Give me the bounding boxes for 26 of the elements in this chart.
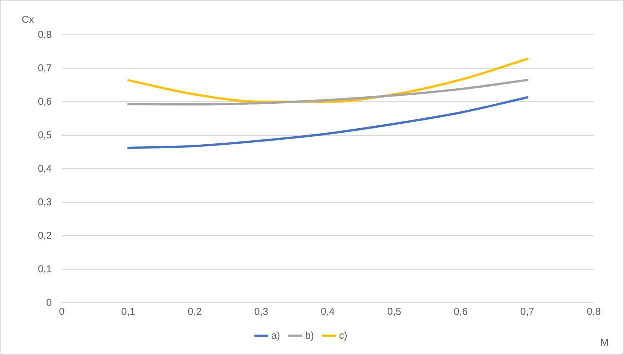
y-tick-label: 0,3 <box>38 197 52 208</box>
x-tick-label: 0,1 <box>122 306 136 318</box>
y-axis-title: Cx <box>22 14 34 26</box>
x-tick-label: 0,5 <box>388 306 402 318</box>
x-tick-label: 0,3 <box>254 306 269 318</box>
x-axis-title: M <box>600 338 609 349</box>
line-series <box>127 96 529 150</box>
y-tick-label: 0,2 <box>38 230 52 242</box>
x-tick-label: 0,7 <box>520 306 535 318</box>
y-tick-label: 0,1 <box>38 264 52 276</box>
x-tick-label: 0,6 <box>454 306 468 318</box>
y-tick-label: 0 <box>46 298 52 309</box>
x-tick-label: 0,4 <box>321 306 336 318</box>
legend-label: b) <box>305 330 314 342</box>
y-tick-label: 0,7 <box>38 63 52 74</box>
line-series <box>127 79 529 106</box>
line-series <box>127 58 529 104</box>
y-tick-label: 0,5 <box>38 130 52 142</box>
y-tick-label: 0,4 <box>38 164 52 175</box>
y-tick-label: 0,8 <box>38 30 52 41</box>
x-tick-label: 0,2 <box>188 306 202 318</box>
legend-label: a) <box>271 330 280 342</box>
x-tick-label: 0,8 <box>587 306 602 318</box>
legend-label: c) <box>339 330 348 342</box>
y-tick-label: 0,6 <box>38 96 52 108</box>
x-tick-label: 0 <box>59 306 66 318</box>
